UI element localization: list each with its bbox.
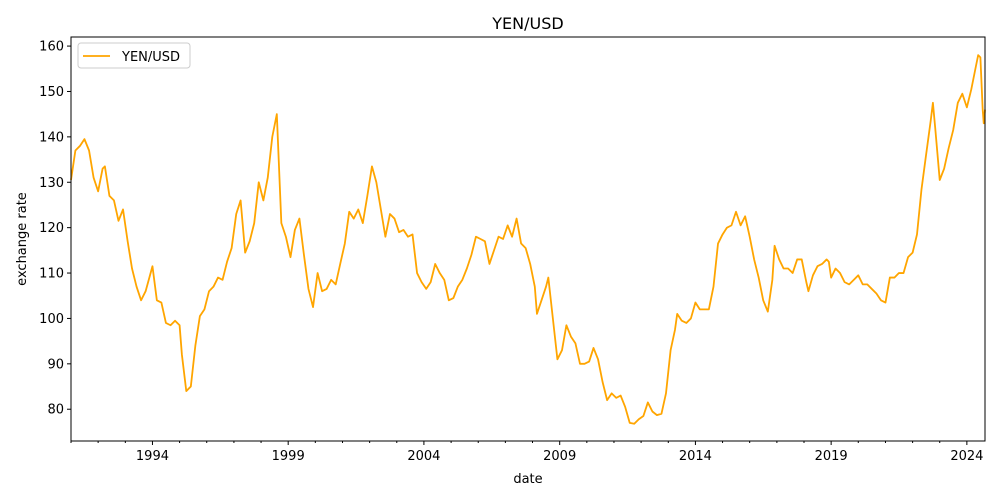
x-tick-label: 1994 [136, 449, 169, 464]
legend: YEN/USD [77, 42, 191, 69]
x-tick-label: 2024 [950, 449, 983, 464]
y-tick-label: 130 [39, 176, 64, 191]
plot-area [70, 54, 986, 425]
axes-frame [70, 36, 986, 442]
y-tick-label: 100 [39, 312, 64, 327]
x-axis: 1994 1999 2004 2009 2014 2019 2024 [70, 441, 983, 464]
y-axis-label: exchange rate [15, 192, 30, 286]
y-tick-label: 160 [39, 40, 64, 55]
x-tick-label: 2019 [815, 449, 848, 464]
x-tick-label: 2014 [679, 449, 712, 464]
y-tick-label: 80 [47, 403, 64, 418]
x-tick-label: 1999 [272, 449, 305, 464]
chart-title: YEN/USD [491, 14, 563, 33]
legend-box [77, 42, 191, 69]
y-tick-label: 150 [39, 85, 64, 100]
x-tick-label: 2009 [543, 449, 576, 464]
x-axis-label: date [513, 472, 542, 487]
y-tick-label: 140 [39, 130, 64, 145]
y-axis: 80 90 100 110 120 130 140 150 160 [39, 40, 71, 418]
series-line-yen-usd [70, 54, 986, 425]
legend-label-yen-usd: YEN/USD [121, 50, 180, 65]
x-tick-label: 2004 [407, 449, 440, 464]
y-tick-label: 90 [47, 357, 64, 372]
y-tick-label: 110 [39, 267, 64, 282]
y-tick-label: 120 [39, 221, 64, 236]
